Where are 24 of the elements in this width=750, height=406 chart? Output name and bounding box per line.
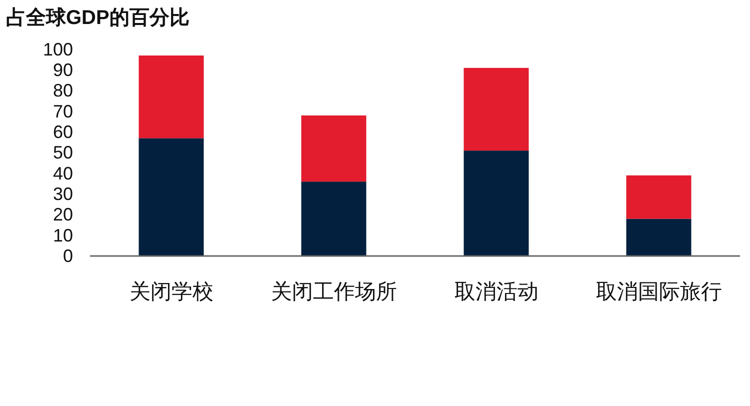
bar (301, 182, 366, 256)
bar (301, 115, 366, 182)
bar (464, 68, 529, 151)
y-tick-label: 10 (52, 225, 73, 246)
bar (138, 138, 204, 256)
y-tick-label: 40 (52, 163, 73, 184)
x-tick-label: 关闭工作场所 (270, 280, 397, 304)
y-tick-label: 70 (52, 101, 73, 122)
bar (626, 175, 692, 219)
y-tick-label: 100 (42, 39, 73, 60)
x-tick-label: 取消国际旅行 (596, 280, 722, 304)
chart-title: 占全球GDP的百分比 (6, 7, 190, 29)
y-tick-label: 80 (52, 80, 73, 101)
y-tick-label: 20 (52, 204, 73, 225)
bar (138, 56, 204, 138)
y-tick-label: 90 (52, 60, 73, 80)
x-tick-label: 关闭学校 (129, 280, 214, 304)
x-tick-label: 取消活动 (454, 280, 538, 304)
y-tick-label: 50 (52, 142, 73, 163)
y-tick-label: 60 (52, 122, 73, 142)
bar (626, 218, 692, 256)
y-tick-label: 30 (52, 184, 73, 204)
bar (464, 150, 529, 256)
y-tick-label: 0 (62, 246, 73, 266)
